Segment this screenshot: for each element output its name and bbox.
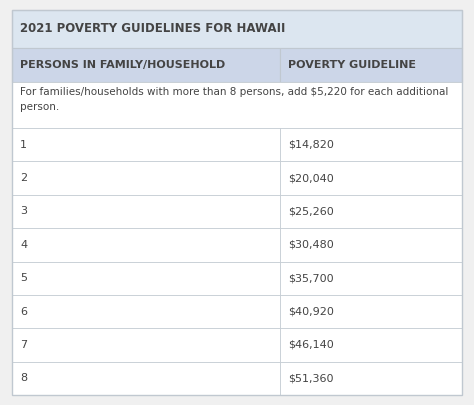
Bar xyxy=(280,228,462,262)
Text: POVERTY GUIDELINE: POVERTY GUIDELINE xyxy=(288,60,416,70)
Bar xyxy=(280,48,462,82)
Text: $14,820: $14,820 xyxy=(288,140,334,150)
Text: 5: 5 xyxy=(20,273,27,283)
Text: $30,480: $30,480 xyxy=(288,240,334,250)
Bar xyxy=(280,161,462,195)
Bar xyxy=(280,328,462,362)
Text: $25,260: $25,260 xyxy=(288,207,334,216)
Bar xyxy=(280,362,462,395)
Bar xyxy=(12,82,462,128)
Bar xyxy=(12,262,280,295)
Text: $51,360: $51,360 xyxy=(288,373,333,383)
Bar xyxy=(12,48,280,82)
Text: 6: 6 xyxy=(20,307,27,317)
Text: $20,040: $20,040 xyxy=(288,173,334,183)
Text: 7: 7 xyxy=(20,340,27,350)
Bar xyxy=(280,195,462,228)
Bar xyxy=(12,161,280,195)
Text: PERSONS IN FAMILY/HOUSEHOLD: PERSONS IN FAMILY/HOUSEHOLD xyxy=(20,60,225,70)
Bar xyxy=(280,128,462,161)
Text: 4: 4 xyxy=(20,240,27,250)
Bar xyxy=(12,362,280,395)
Bar xyxy=(280,295,462,328)
Text: $35,700: $35,700 xyxy=(288,273,333,283)
Text: 3: 3 xyxy=(20,207,27,216)
Bar xyxy=(12,328,280,362)
Text: 8: 8 xyxy=(20,373,27,383)
Bar xyxy=(12,195,280,228)
Text: 2021 POVERTY GUIDELINES FOR HAWAII: 2021 POVERTY GUIDELINES FOR HAWAII xyxy=(20,23,285,36)
Text: 2: 2 xyxy=(20,173,27,183)
Bar xyxy=(12,295,280,328)
Text: For families/households with more than 8 persons, add $5,220 for each additional: For families/households with more than 8… xyxy=(20,87,448,112)
Text: $46,140: $46,140 xyxy=(288,340,334,350)
Bar xyxy=(12,128,280,161)
Text: $40,920: $40,920 xyxy=(288,307,334,317)
Bar xyxy=(12,10,462,48)
Text: 1: 1 xyxy=(20,140,27,150)
Bar xyxy=(12,228,280,262)
Bar xyxy=(280,262,462,295)
